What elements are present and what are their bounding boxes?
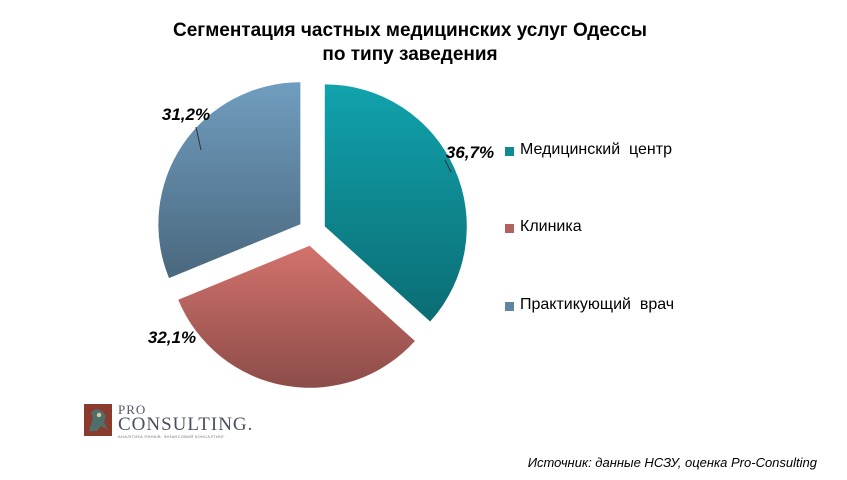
chart-title-line-2: по типу заведения	[322, 44, 498, 65]
leader-line-medical-center	[444, 159, 452, 173]
legend-label-medical-center: Медицинский центр	[520, 141, 672, 158]
legend-item-practicing-doctor: Практикующий врач	[505, 296, 674, 372]
data-label-practicing-doctor: 31,2%	[162, 105, 210, 124]
pie-slice-clinic	[178, 245, 415, 388]
logo-pro-text: PRO	[118, 402, 147, 417]
legend-swatch-practicing-doctor	[505, 302, 514, 311]
legend-item-clinic: Клиника	[505, 218, 582, 294]
chart-title-line-1: Сегментация частных медицинских услуг Од…	[173, 20, 647, 41]
pie-slice-practicing-doctor	[158, 82, 301, 279]
legend-item-medical-center: Медицинский центр	[505, 141, 672, 217]
data-label-medical-center: 36,7%	[446, 143, 494, 162]
pro-consulting-logo: PRO CONSULTING. АНАЛІТИКА РИНКІВ. ФІНАНС…	[84, 402, 252, 440]
legend-swatch-medical-center	[505, 147, 514, 156]
data-label-clinic: 32,1%	[148, 328, 196, 347]
pie-slice-medical-center	[324, 84, 467, 322]
logo-name-text: CONSULTING.	[118, 414, 254, 435]
legend-swatch-clinic	[505, 224, 514, 233]
legend-label-practicing-doctor: Практикующий врач	[520, 296, 675, 313]
legend-label-clinic: Клиника	[520, 218, 582, 235]
logo-emblem-icon	[84, 404, 112, 436]
chart-title: Сегментация частных медицинских услуг Од…	[100, 19, 720, 67]
logo-tagline: АНАЛІТИКА РИНКІВ. ФІНАНСОВИЙ КОНСАЛТИНГ	[118, 434, 225, 439]
leader-line-practicing-doctor	[195, 126, 202, 151]
source-note: Источник: данные НСЗУ, оценка Pro-Consul…	[527, 455, 817, 470]
